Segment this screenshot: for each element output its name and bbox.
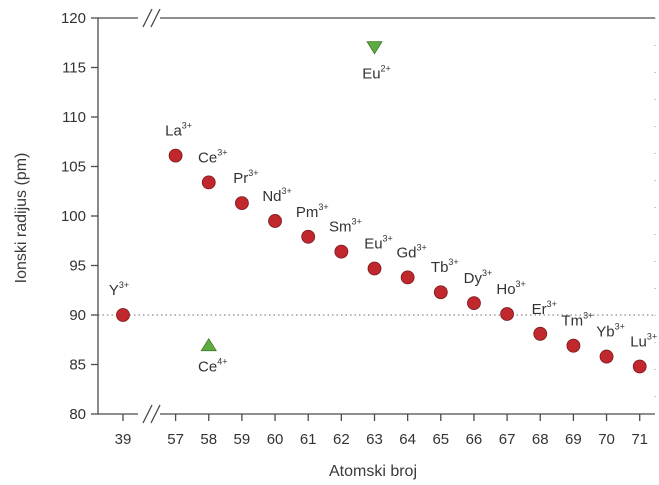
data-point-pr3 <box>234 196 249 211</box>
x-tick-label: 65 <box>432 431 449 448</box>
data-point-tm3 <box>566 338 581 353</box>
x-axis-title: Atomski broj <box>329 463 417 480</box>
data-point-gd3 <box>400 270 415 285</box>
data-point-pm3 <box>301 229 316 244</box>
ion-label: Pr3+ <box>233 168 258 187</box>
ion-label: Eu3+ <box>364 233 393 252</box>
data-point-tb3 <box>433 285 448 300</box>
ion-label: Tb3+ <box>431 257 459 276</box>
x-tick-label: 60 <box>267 431 284 448</box>
ion-label: Tm3+ <box>561 311 593 330</box>
y-tick-label: 90 <box>69 307 86 324</box>
data-point-eu2 <box>366 41 383 55</box>
y-tick-label: 95 <box>69 258 86 275</box>
top-axis-break-mark <box>150 8 161 28</box>
data-point-dy3 <box>467 296 481 311</box>
x-tick-label: 67 <box>499 431 516 448</box>
x-tick-label: 58 <box>200 431 217 448</box>
ion-label: Dy3+ <box>464 268 493 287</box>
y-tick-label: 105 <box>61 159 86 176</box>
data-point-nd3 <box>268 214 282 228</box>
data-point-er3 <box>533 326 548 341</box>
ion-label: La3+ <box>165 121 192 140</box>
data-point-lu3 <box>632 359 647 374</box>
data-point-eu3 <box>367 261 382 276</box>
ion-label: Nd3+ <box>262 186 291 205</box>
marks-layer <box>116 41 647 374</box>
ion-label: Sm3+ <box>329 217 362 236</box>
ion-label: Lu3+ <box>630 331 657 350</box>
y-tick-label: 80 <box>69 406 86 423</box>
x-tick-label: 57 <box>167 431 184 448</box>
data-point-y3 <box>116 308 130 322</box>
ion-label: Pm3+ <box>296 202 329 221</box>
y-tick-label: 115 <box>62 60 86 77</box>
data-point-ho3 <box>500 307 515 321</box>
ion-label: Er3+ <box>532 299 557 318</box>
ion-label: Ho3+ <box>496 279 525 298</box>
x-axis-break-mark <box>142 404 153 424</box>
ion-labels-layer: Y3+ La3+ Ce3+ Pr3+Nd3+ Pm3+Sm3+Eu3+Gd3+Tb3+ D… <box>109 64 657 376</box>
y-tick-label: 100 <box>61 208 86 225</box>
ion-label: Y3+ <box>109 280 129 299</box>
ion-label: Yb3+ <box>596 322 625 341</box>
x-tick-label: 68 <box>532 431 549 448</box>
x-tick-label: 62 <box>333 431 350 448</box>
ion-label: Ce4+ <box>198 357 227 376</box>
data-point-ce3 <box>201 175 216 190</box>
x-tick-label: 70 <box>598 431 615 448</box>
x-tick-label: 63 <box>366 431 383 448</box>
data-point-sm3 <box>334 244 349 259</box>
x-tick-label: 66 <box>466 431 483 448</box>
y-axis-title: Ionski radijus (pm) <box>13 153 30 284</box>
x-axis-break-mark <box>150 404 161 424</box>
data-point-ce4 <box>200 337 217 352</box>
x-tick-label: 69 <box>565 431 582 448</box>
ion-label: Eu2+ <box>362 64 391 83</box>
y-tick-label: 85 <box>69 357 86 374</box>
data-point-yb3 <box>599 349 614 364</box>
x-tick-label: 39 <box>115 431 132 448</box>
ion-label: Gd3+ <box>397 242 427 261</box>
data-point-la3 <box>168 148 183 163</box>
y-tick-label: 120 <box>61 10 86 27</box>
y-tick-label: 110 <box>62 109 86 126</box>
ion-label: Ce3+ <box>198 147 227 166</box>
top-axis-break-mark <box>142 8 153 28</box>
x-tick-label: 71 <box>631 431 648 448</box>
x-tick-label: 59 <box>234 431 251 448</box>
x-tick-label: 64 <box>399 431 416 448</box>
ticks-layer: 80 85 90 95 100 105 110 115 120 39 57 58 59 60 61 62 63 6… <box>61 10 648 448</box>
x-tick-label: 61 <box>300 431 317 448</box>
